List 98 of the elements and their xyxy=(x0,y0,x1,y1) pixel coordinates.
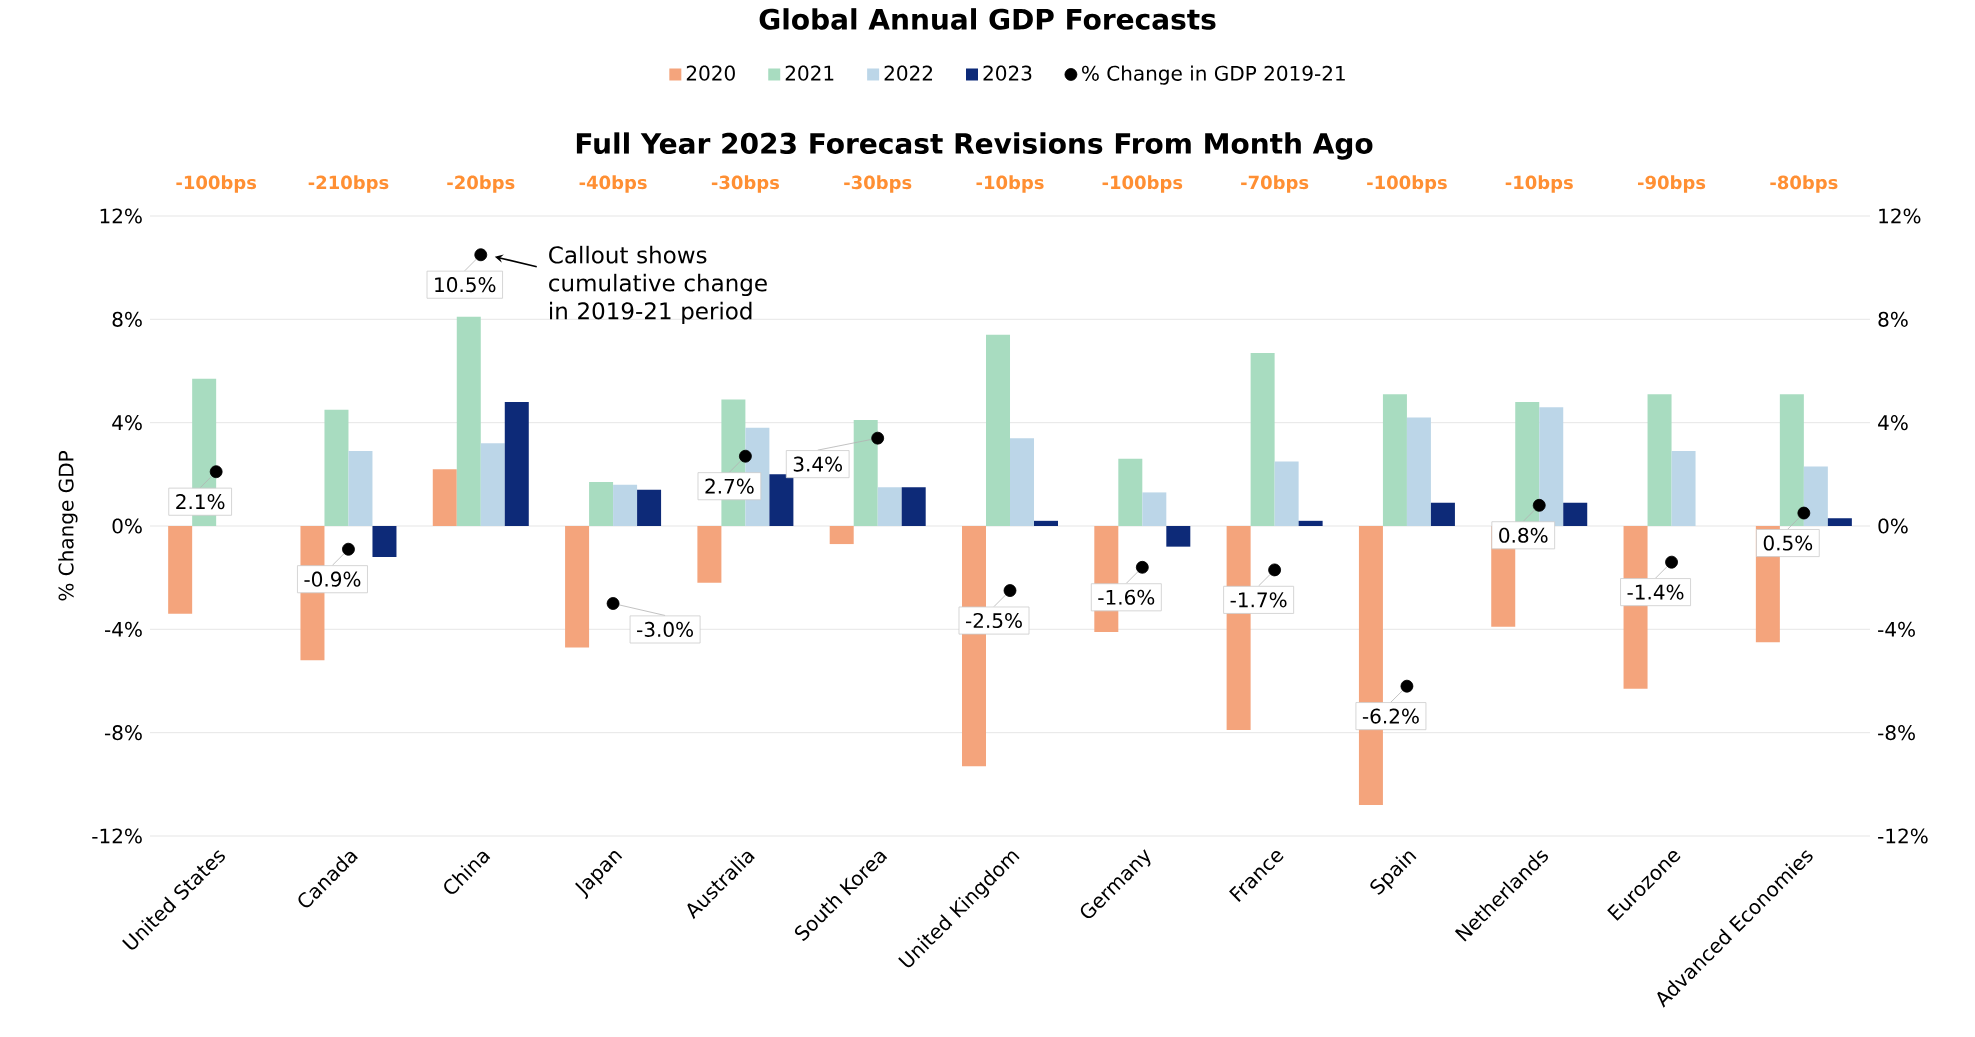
text: -10bps xyxy=(976,175,1044,193)
bar xyxy=(504,401,529,526)
bar xyxy=(432,469,457,526)
point xyxy=(871,431,885,445)
bar xyxy=(697,525,722,583)
bar xyxy=(1034,520,1059,526)
text: -80bps xyxy=(1770,175,1838,193)
data-label: 2.1% xyxy=(176,494,225,510)
data-label: 2.7% xyxy=(705,478,754,494)
point xyxy=(1665,555,1678,569)
text: -100bps xyxy=(1367,175,1447,193)
point xyxy=(474,248,488,262)
annotation: Callout shows cumulative change in 2019-21 period xyxy=(549,245,767,325)
bar xyxy=(348,451,373,526)
point xyxy=(1400,679,1414,693)
data-label: -6.2% xyxy=(1362,708,1419,724)
bar xyxy=(901,487,926,526)
y2-tick-label: 12% xyxy=(1879,208,1921,224)
bar xyxy=(1647,394,1672,526)
text: -210bps xyxy=(308,175,389,193)
text: -20bps xyxy=(447,175,515,193)
point xyxy=(342,542,355,556)
y2-tick-label: -12% xyxy=(1878,828,1928,844)
bar xyxy=(565,525,590,648)
bar xyxy=(829,525,854,545)
y2-tick-label: 0% xyxy=(1878,518,1908,534)
bar xyxy=(1382,394,1407,526)
data-label: 0.5% xyxy=(1763,535,1813,551)
point xyxy=(1797,506,1811,520)
data-label: -1.4% xyxy=(1627,584,1684,600)
legend-label: 2021 xyxy=(785,65,834,81)
y2-tick-label: -4% xyxy=(1878,621,1915,637)
y-tick-label: -8% xyxy=(104,725,142,741)
y2-tick-label: 8% xyxy=(1878,311,1908,327)
y-tick-label: -12% xyxy=(92,828,142,844)
data-label: 10.5% xyxy=(435,277,496,293)
bar xyxy=(1118,458,1143,526)
bar xyxy=(1671,451,1696,526)
bar xyxy=(1827,518,1852,526)
y-tick-label: 12% xyxy=(100,208,142,224)
data-label: -3.0% xyxy=(637,621,693,638)
point xyxy=(1003,584,1017,597)
point xyxy=(738,449,752,463)
point xyxy=(1135,560,1149,574)
bar xyxy=(1142,492,1167,526)
data-label: -1.6% xyxy=(1098,589,1155,605)
legend-label: 2020 xyxy=(686,65,735,81)
y-tick-label: -4% xyxy=(104,621,142,637)
bar xyxy=(613,484,638,526)
text: -30bps xyxy=(711,175,780,193)
y-tick-label: 0% xyxy=(112,518,142,534)
bar xyxy=(877,487,902,526)
legend-label: 2022 xyxy=(884,65,933,81)
y-tick-label: 8% xyxy=(112,311,142,327)
text: -100bps xyxy=(176,175,257,193)
bar xyxy=(589,482,614,526)
point xyxy=(1532,498,1546,512)
point xyxy=(1268,563,1282,577)
bar xyxy=(1779,394,1804,526)
y-tick-label: 4% xyxy=(112,415,142,431)
point xyxy=(606,597,620,610)
bar xyxy=(853,420,878,526)
bar xyxy=(1010,438,1035,526)
bar xyxy=(1298,520,1323,526)
data-label: -1.7% xyxy=(1230,592,1287,608)
text: -40bps xyxy=(579,175,647,193)
bar xyxy=(1563,502,1588,526)
bar xyxy=(1166,525,1191,547)
bar xyxy=(637,489,662,526)
bar xyxy=(1430,502,1455,526)
bar xyxy=(1406,417,1431,526)
y2-tick-label: -8% xyxy=(1878,725,1915,741)
point xyxy=(209,465,223,479)
bar xyxy=(372,525,397,557)
data-label: 0.8% xyxy=(1499,527,1548,543)
bar xyxy=(769,474,794,526)
data-label: -2.5% xyxy=(965,612,1022,629)
text: -90bps xyxy=(1638,175,1706,193)
bar xyxy=(1803,466,1828,526)
bar xyxy=(1274,461,1299,526)
bar xyxy=(1250,352,1275,526)
legend-label: % Change in GDP 2019-21 xyxy=(1082,65,1345,85)
bar xyxy=(324,409,349,526)
bar xyxy=(168,525,193,614)
chart-title: Global Annual GDP Forecasts xyxy=(759,8,1216,30)
data-label: -0.9% xyxy=(304,571,361,587)
y2-tick-label: 4% xyxy=(1878,415,1908,431)
text: -70bps xyxy=(1241,175,1309,193)
chart-subtitle: Full Year 2023 Forecast Revisions From Month Ago xyxy=(576,132,1373,160)
bar xyxy=(480,443,505,526)
bar xyxy=(986,334,1011,526)
legend-label: 2023 xyxy=(983,65,1032,81)
data-label: 3.4% xyxy=(793,456,842,472)
text: -30bps xyxy=(844,175,912,193)
text: -100bps xyxy=(1102,175,1183,193)
bar xyxy=(456,316,481,526)
text: -10bps xyxy=(1505,175,1573,193)
y-axis-title: % Change GDP xyxy=(58,451,78,601)
